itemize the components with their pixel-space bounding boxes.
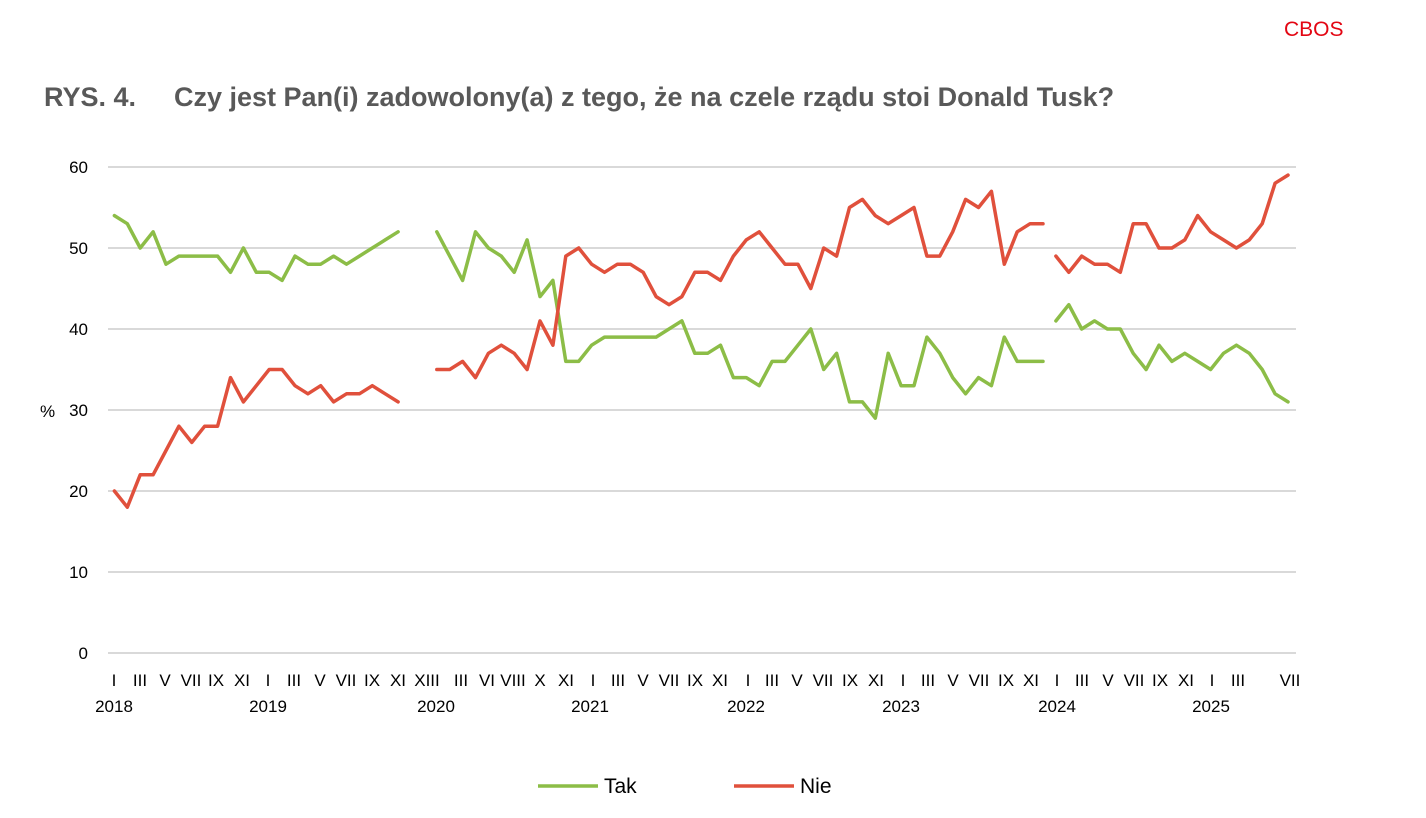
x-month-label: VII xyxy=(659,671,680,690)
x-month-label: V xyxy=(1102,671,1114,690)
chart-title-row: RYS. 4. Czy jest Pan(i) zadowolony(a) z t… xyxy=(44,82,1114,113)
y-tick-label: 0 xyxy=(79,644,88,663)
x-month-label: I xyxy=(266,671,271,690)
x-month-label: III xyxy=(611,671,625,690)
x-month-label: IX xyxy=(1152,671,1168,690)
x-month-label: III xyxy=(454,671,468,690)
x-year-label: 2025 xyxy=(1192,697,1230,716)
cbos-logo-text: CBOS xyxy=(1284,18,1344,41)
x-month-label: VII xyxy=(1124,671,1145,690)
x-month-label: III xyxy=(1231,671,1245,690)
x-month-label: III xyxy=(765,671,779,690)
x-month-label: VII xyxy=(813,671,834,690)
x-month-label: I xyxy=(1055,671,1060,690)
x-month-label: V xyxy=(791,671,803,690)
x-month-label: V xyxy=(947,671,959,690)
x-axis-month-ticks: I III V VII IX XI I III V VII IX XI XIII III VI VIII X XI… xyxy=(112,671,1301,690)
x-year-label: 2023 xyxy=(882,697,920,716)
x-month-label: I xyxy=(901,671,906,690)
series-line-tak-segment-1 xyxy=(112,213,400,283)
x-month-label: VI xyxy=(479,671,495,690)
x-year-label: 2024 xyxy=(1038,697,1076,716)
x-month-label: VII xyxy=(1280,671,1301,690)
x-month-label: XI xyxy=(390,671,406,690)
x-month-label: XI xyxy=(868,671,884,690)
x-month-label: III xyxy=(133,671,147,690)
x-month-label: III xyxy=(287,671,301,690)
legend-label-nie: Nie xyxy=(800,775,832,798)
x-month-label: X xyxy=(534,671,545,690)
gridlines xyxy=(108,166,1296,654)
x-month-label: III xyxy=(1075,671,1089,690)
y-axis-label: % xyxy=(40,402,55,421)
x-month-label: IX xyxy=(687,671,703,690)
x-month-label: VII xyxy=(181,671,202,690)
y-axis-ticks: 0 10 20 30 40 50 60 xyxy=(69,158,88,663)
x-month-label: V xyxy=(159,671,171,690)
x-axis-year-ticks: 2018 2019 2020 2021 2022 2023 2024 2025 xyxy=(95,697,1230,716)
x-year-label: 2022 xyxy=(727,697,765,716)
y-tick-label: 40 xyxy=(69,320,88,339)
legend-label-tak: Tak xyxy=(604,775,637,798)
x-month-label: V xyxy=(637,671,649,690)
legend: Tak Nie xyxy=(538,775,832,798)
x-month-label: I xyxy=(1210,671,1215,690)
x-year-label: 2020 xyxy=(417,697,455,716)
x-month-label: XI xyxy=(234,671,250,690)
x-month-label: XI xyxy=(1023,671,1039,690)
y-tick-label: 50 xyxy=(69,239,88,258)
x-month-label: I xyxy=(746,671,751,690)
x-month-label: V xyxy=(314,671,326,690)
x-month-label: XI xyxy=(1178,671,1194,690)
y-tick-label: 20 xyxy=(69,482,88,501)
x-year-label: 2021 xyxy=(571,697,609,716)
y-tick-label: 60 xyxy=(69,158,88,177)
series-lines xyxy=(112,173,1290,509)
x-month-label: XI xyxy=(712,671,728,690)
x-month-label: VII xyxy=(336,671,357,690)
x-month-label: I xyxy=(112,671,117,690)
series-line-tak-segment-3 xyxy=(1054,302,1290,404)
series-line-nie-segment-2 xyxy=(435,189,1045,380)
x-month-label: XIII xyxy=(414,671,440,690)
y-tick-label: 30 xyxy=(69,401,88,420)
x-month-label: IX xyxy=(208,671,224,690)
x-year-label: 2019 xyxy=(249,697,287,716)
x-year-label: 2018 xyxy=(95,697,133,716)
x-month-label: IX xyxy=(842,671,858,690)
series-line-tak-segment-2 xyxy=(435,230,1045,420)
x-month-label: I xyxy=(591,671,596,690)
series-line-nie-segment-3 xyxy=(1054,173,1290,275)
x-month-label: VII xyxy=(969,671,990,690)
x-month-label: IX xyxy=(998,671,1014,690)
x-month-label: XI xyxy=(558,671,574,690)
x-month-label: VIII xyxy=(500,671,526,690)
figure-number: RYS. 4. xyxy=(44,82,137,112)
x-month-label: IX xyxy=(364,671,380,690)
chart-title: Czy jest Pan(i) zadowolony(a) z tego, że… xyxy=(174,82,1115,112)
x-month-label: III xyxy=(921,671,935,690)
series-line-nie-segment-1 xyxy=(112,367,400,509)
y-tick-label: 10 xyxy=(69,563,88,582)
